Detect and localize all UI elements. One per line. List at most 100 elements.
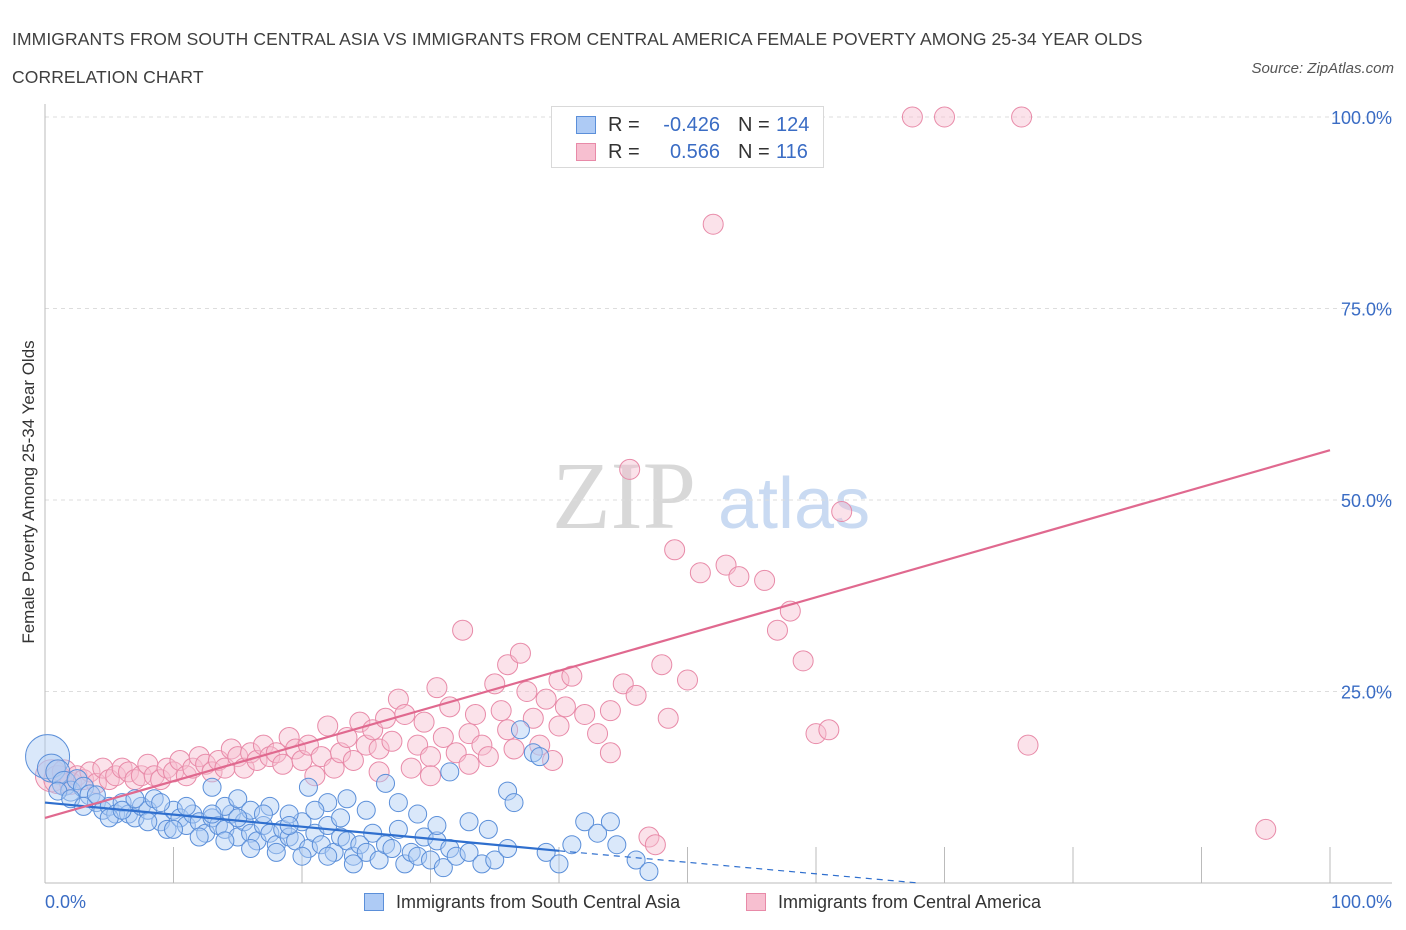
data-point-south-central-asia (510, 720, 530, 740)
data-point-central-america (535, 688, 557, 710)
data-point-central-america (934, 106, 955, 128)
data-point-south-central-asia (343, 854, 363, 874)
data-point-central-america (317, 715, 339, 737)
data-point-south-central-asia (639, 862, 659, 882)
bottom-legend-south-central-asia: Immigrants from South Central Asia (364, 890, 680, 914)
data-point-central-america (805, 723, 827, 745)
correlation-legend: R = -0.426 N = 124 R = 0.566 N = 116 (551, 106, 824, 168)
grid-lines (45, 116, 1392, 692)
data-point-central-america (554, 696, 576, 718)
watermark-atlas: atlas (718, 464, 870, 544)
data-point-south-central-asia (626, 850, 646, 870)
data-point-central-america (1255, 818, 1277, 840)
x-tick-label: 100.0% (1331, 892, 1392, 912)
data-point-south-central-asia (356, 800, 376, 820)
data-point-south-central-asia (388, 793, 408, 813)
data-point-south-central-asia (45, 759, 71, 785)
watermark-zip: ZIP (552, 442, 696, 549)
legend-r-value: -0.426 (663, 113, 720, 136)
data-point-central-america (754, 569, 776, 591)
data-point-central-america (529, 734, 551, 756)
data-point-south-central-asia (588, 823, 608, 843)
data-point-central-america (420, 765, 441, 787)
data-point-south-central-asia (305, 800, 325, 820)
data-point-south-central-asia (241, 839, 261, 859)
data-point-south-central-asia (343, 846, 363, 866)
legend-n-value: 116 (776, 140, 808, 163)
data-point-south-central-asia (498, 781, 518, 801)
data-point-central-america (702, 213, 724, 235)
data-point-central-america (509, 642, 531, 664)
data-point-central-america (619, 458, 641, 480)
data-point-central-america (368, 738, 390, 760)
data-point-central-america (818, 719, 840, 741)
data-point-central-america (150, 769, 172, 791)
data-point-south-central-asia (189, 827, 209, 847)
data-point-south-central-asia (176, 796, 196, 816)
data-point-south-central-asia (318, 846, 338, 866)
data-point-south-central-asia (202, 777, 222, 797)
pink-swatch (576, 143, 596, 161)
data-point-south-central-asia (446, 846, 466, 866)
data-point-central-america (651, 654, 673, 676)
data-point-south-central-asia (427, 816, 447, 836)
y-tick-label: 25.0% (1341, 683, 1392, 703)
south-central-asia-points (25, 720, 659, 882)
data-point-south-central-asia (183, 804, 203, 824)
data-point-south-central-asia (433, 858, 453, 878)
series-name: Immigrants from South Central Asia (396, 891, 681, 912)
data-point-central-america (471, 734, 493, 756)
y-tick-label: 75.0% (1341, 300, 1392, 320)
data-point-central-america (477, 746, 499, 768)
data-point-south-central-asia (202, 804, 222, 824)
data-point-south-central-asia (607, 835, 627, 855)
data-point-central-america (420, 746, 441, 768)
data-point-south-central-asia (228, 789, 248, 809)
series-name: Immigrants from Central America (778, 891, 1042, 912)
pink-swatch (746, 893, 766, 911)
data-point-south-central-asia (388, 819, 408, 839)
legend-n-label: N = (738, 113, 770, 136)
data-point-central-america (689, 562, 711, 584)
data-point-central-america (574, 703, 596, 725)
source-label: Source: ZipAtlas.com (1251, 60, 1394, 77)
blue-swatch (364, 893, 384, 911)
data-point-south-central-asia (485, 850, 505, 870)
data-point-south-central-asia (266, 842, 286, 862)
data-point-south-central-asia (408, 804, 428, 824)
legend-row-central-america: R = 0.566 N = 116 (576, 140, 808, 164)
data-point-south-central-asia (530, 747, 550, 767)
data-point-central-america (503, 738, 525, 760)
trend-line-south-central-asia (44, 801, 560, 852)
y-tick-label: 50.0% (1341, 491, 1392, 511)
data-point-south-central-asia (536, 842, 556, 862)
data-point-south-central-asia (504, 793, 524, 813)
data-point-south-central-asia (350, 835, 370, 855)
data-point-central-america (792, 650, 814, 672)
data-point-central-america (92, 757, 114, 779)
data-point-central-america (542, 749, 564, 771)
data-point-south-central-asia (228, 808, 248, 828)
trend-line-central-america (44, 449, 1331, 819)
data-point-central-america (381, 730, 403, 752)
data-point-central-america (304, 765, 326, 787)
data-point-south-central-asia (478, 819, 498, 839)
legend-r-label: R = (608, 113, 640, 136)
data-point-south-central-asia (600, 812, 620, 832)
data-point-south-central-asia (498, 839, 518, 859)
data-point-south-central-asia (337, 789, 357, 809)
data-point-central-america (458, 753, 480, 775)
tick-labels: 25.0% 50.0% 75.0% 100.0% 0.0% 100.0% (45, 108, 1392, 912)
data-point-central-america (677, 669, 698, 691)
data-point-south-central-asia (472, 854, 492, 874)
y-axis-label: Female Poverty Among 25-34 Year Olds (19, 340, 38, 643)
data-point-central-america (439, 696, 461, 718)
legend-r-value: 0.566 (669, 140, 720, 163)
data-point-central-america (587, 723, 609, 745)
data-point-south-central-asia (157, 819, 177, 839)
data-point-south-central-asia (575, 812, 595, 832)
blue-swatch (576, 116, 596, 134)
data-point-south-central-asia (298, 777, 318, 797)
legend-n-value: 124 (776, 113, 810, 136)
